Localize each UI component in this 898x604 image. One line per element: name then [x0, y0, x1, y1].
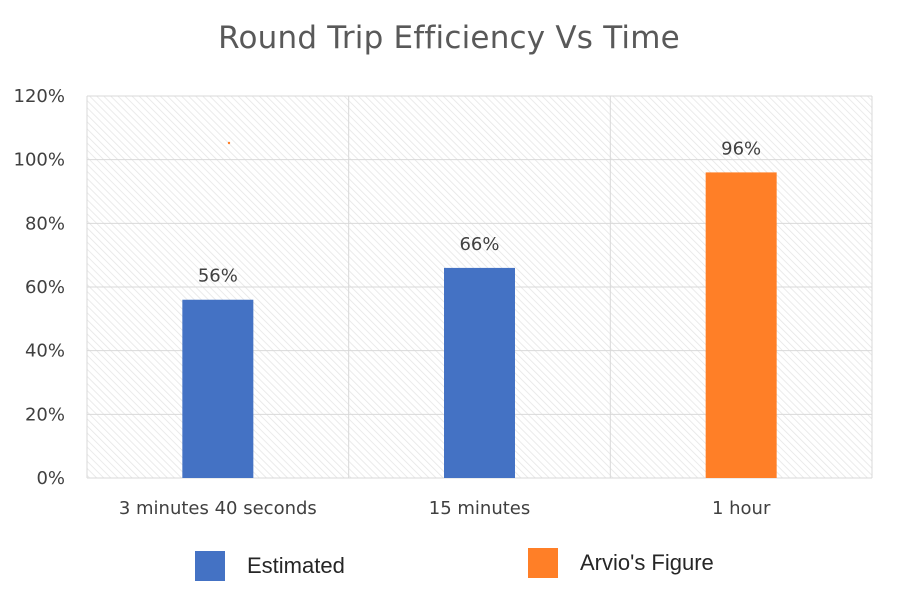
data-label-0: 56%	[198, 266, 238, 287]
category-labels: 3 minutes 40 seconds 15 minutes 1 hour	[119, 498, 771, 519]
legend-item-estimated: Estimated	[195, 551, 345, 581]
y-axis-ticks: 0% 20% 40% 60% 80% 100% 120%	[14, 86, 65, 489]
y-tick-label-5: 100%	[14, 150, 65, 171]
chart-title: Round Trip Efficiency Vs Time	[218, 20, 680, 56]
y-tick-label-2: 40%	[25, 341, 65, 362]
x-tick-label-2: 1 hour	[712, 498, 771, 519]
y-tick-label-4: 80%	[25, 213, 65, 234]
legend-swatch-arvio	[528, 548, 558, 578]
bar-1	[444, 267, 515, 478]
bar-0	[182, 299, 254, 478]
legend-swatch-estimated	[195, 551, 225, 581]
x-tick-label-1: 15 minutes	[429, 498, 531, 519]
y-tick-label-1: 20%	[25, 404, 65, 425]
y-tick-label-6: 120%	[14, 86, 65, 107]
y-tick-label-0: 0%	[36, 468, 65, 489]
data-labels: 56% 66% 96%	[198, 138, 761, 286]
bar-2	[705, 172, 777, 478]
data-label-2: 96%	[721, 138, 761, 159]
y-tick-label-3: 60%	[25, 277, 65, 298]
bars	[182, 172, 777, 478]
x-tick-label-0: 3 minutes 40 seconds	[119, 498, 317, 519]
legend-item-arvio: Arvio's Figure	[528, 548, 714, 578]
stray-mark	[227, 141, 231, 145]
legend-label-arvio: Arvio's Figure	[580, 550, 714, 575]
legend-label-estimated: Estimated	[247, 553, 345, 578]
data-label-1: 66%	[459, 234, 499, 255]
legend: Estimated Arvio's Figure	[0, 548, 898, 584]
